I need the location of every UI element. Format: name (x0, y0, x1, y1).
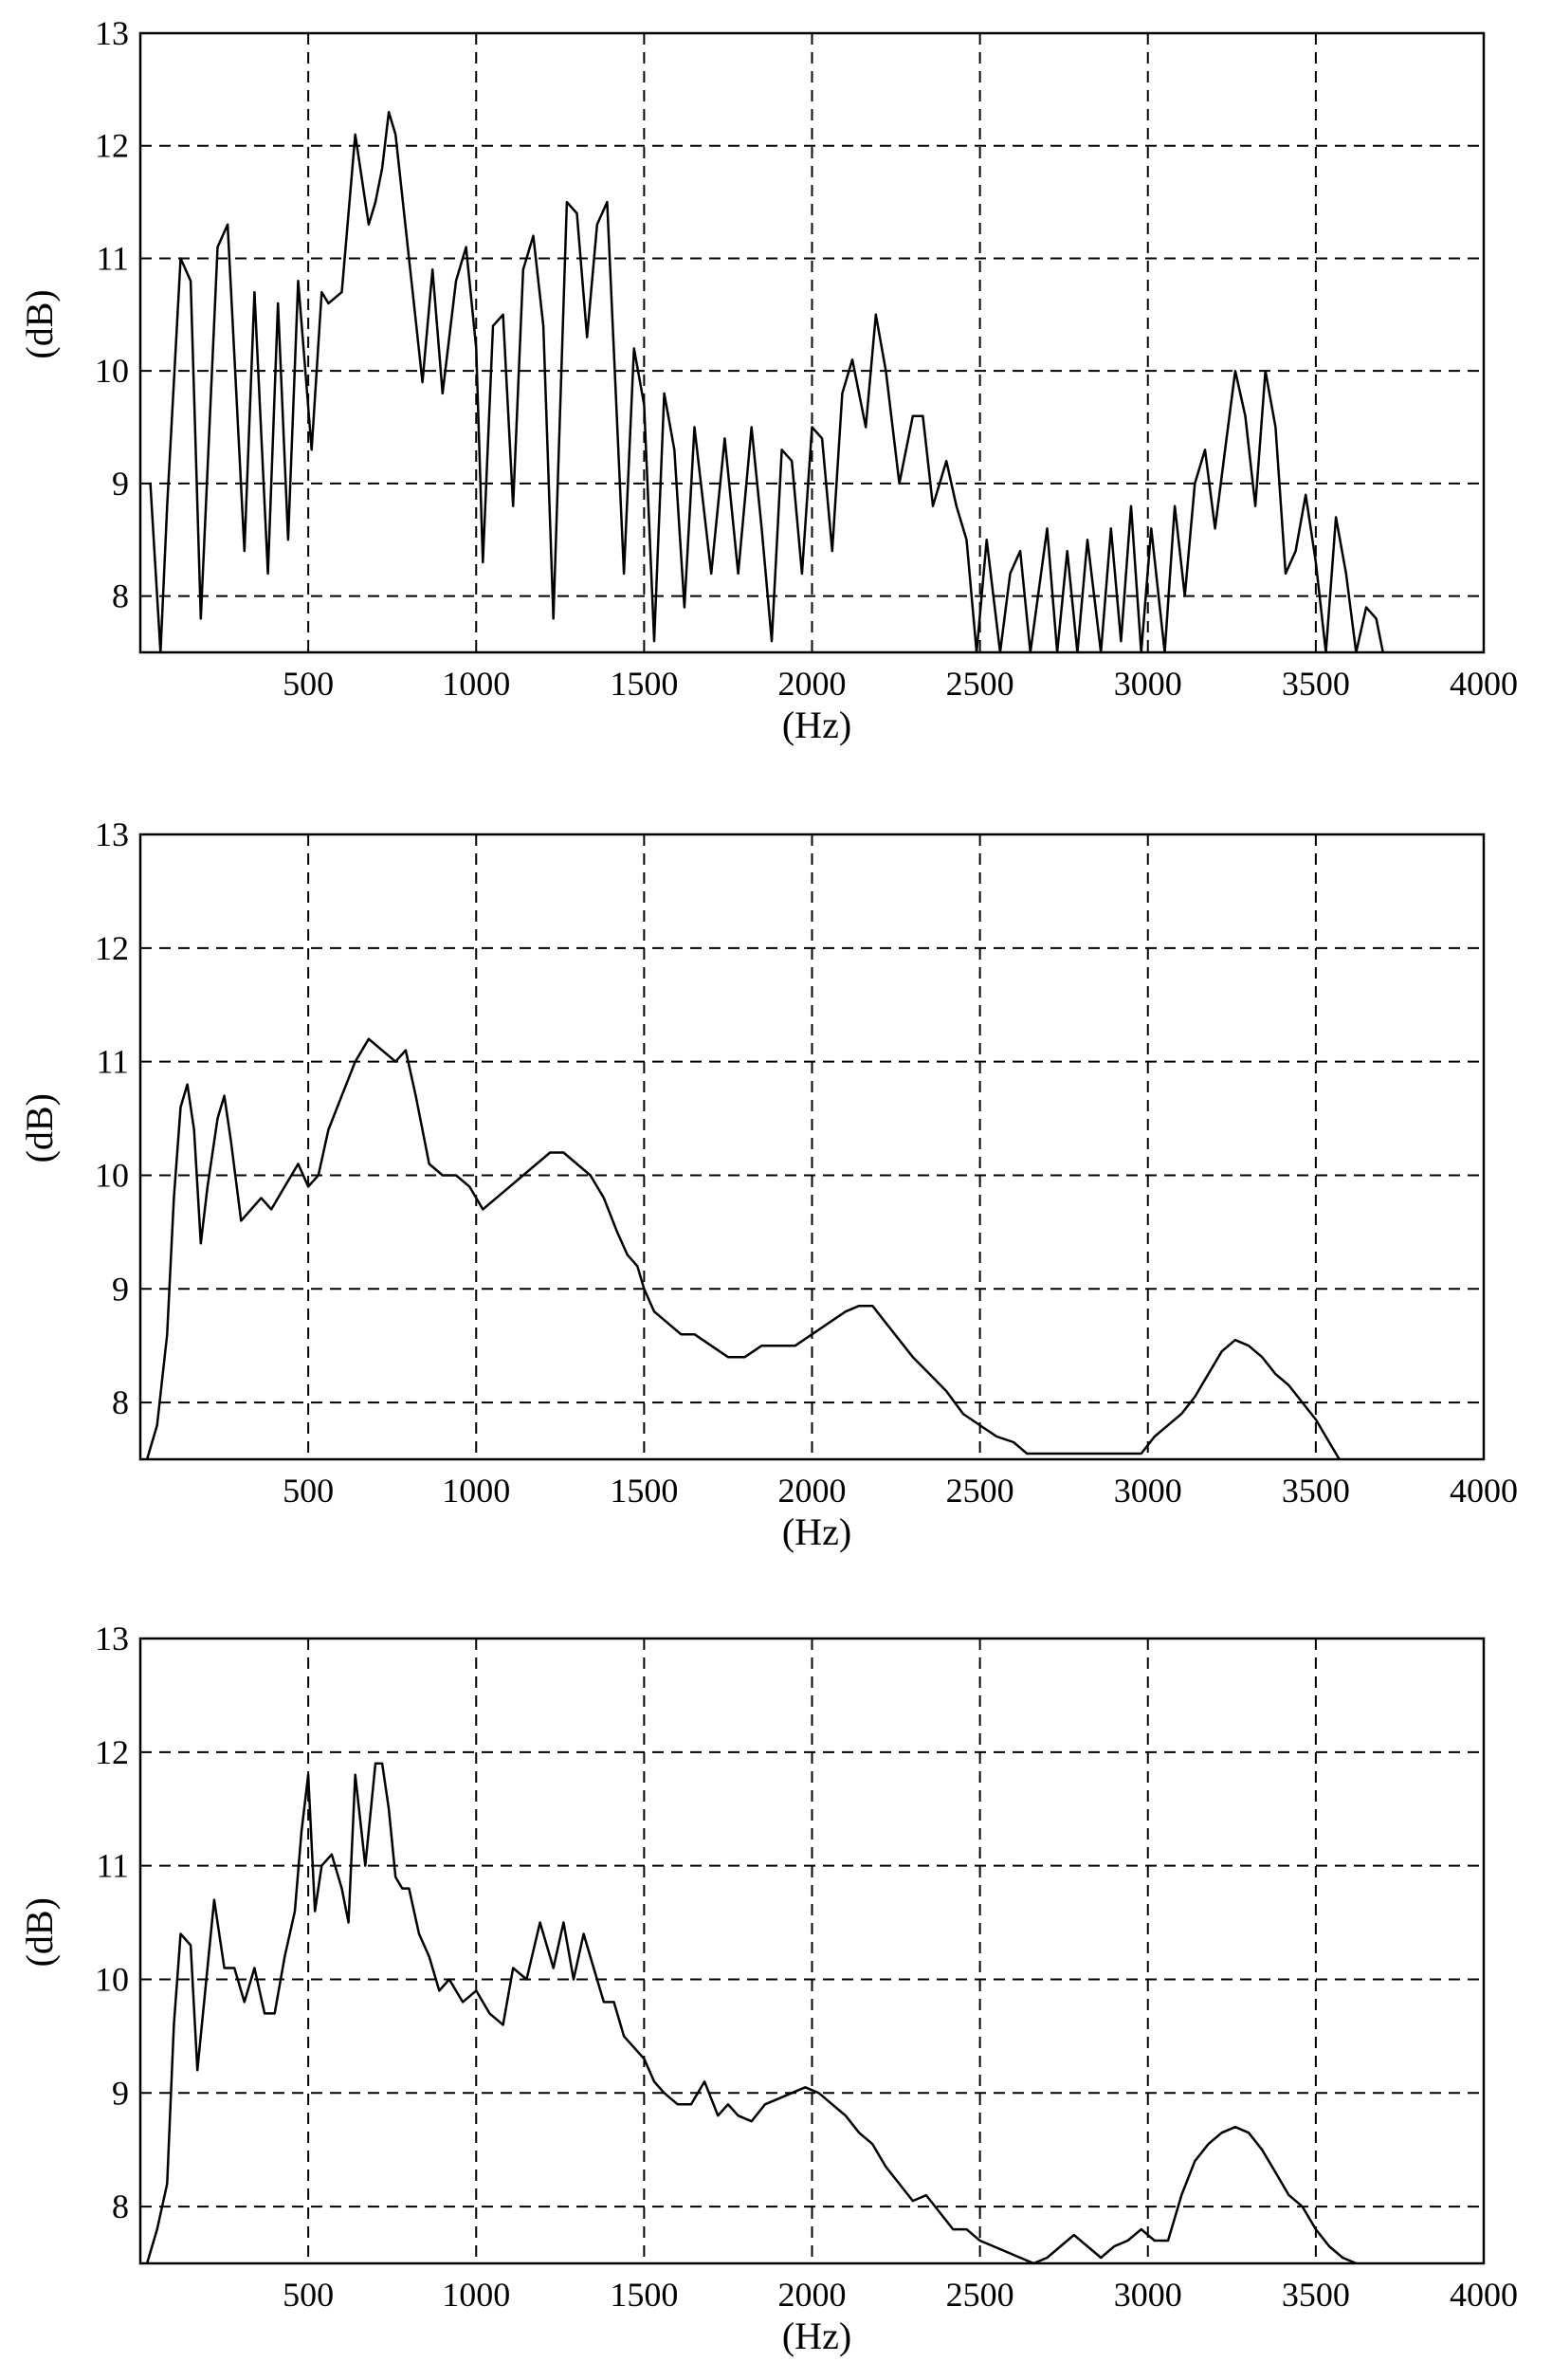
x-tick-label: 2500 (946, 665, 1014, 703)
plot-frame (138, 1637, 1486, 2265)
chart-panel-1: 500 1000 1500 2000 2500 3000 3500 4000 8 9 10 11 12 1… (18, 14, 1518, 746)
x-axis-label: (Hz) (782, 1510, 851, 1553)
x-tick-label: 3500 (1282, 665, 1350, 703)
x-tick-label: 1500 (610, 1472, 678, 1510)
x-tick-label: 1000 (442, 665, 510, 703)
x-tick-label: 2000 (778, 665, 847, 703)
x-axis-label: (Hz) (782, 704, 851, 746)
x-tick-label: 1500 (610, 665, 678, 703)
x-tick-label: 2000 (778, 1472, 847, 1510)
x-axis-label: (Hz) (782, 2315, 851, 2357)
x-tick-label: 500 (283, 1472, 334, 1510)
x-tick-label: 3000 (1114, 2276, 1182, 2314)
y-tick-label: 10 (95, 1156, 129, 1194)
series-line (149, 110, 1384, 654)
x-tick-label: 4000 (1450, 2276, 1518, 2314)
y-tick-label: 12 (95, 929, 129, 967)
series-line (145, 1037, 1341, 1460)
x-tick-label: 1000 (442, 2276, 510, 2314)
x-tick-label: 500 (283, 2276, 334, 2314)
y-tick-label: 10 (95, 352, 129, 390)
x-tick-label: 4000 (1450, 1472, 1518, 1510)
y-tick-label: 13 (95, 1620, 129, 1657)
y-tick-label: 13 (95, 14, 129, 52)
y-tick-label: 10 (95, 1960, 129, 1998)
y-tick-label: 9 (112, 465, 129, 503)
plot-frame (138, 31, 1486, 654)
y-tick-label: 8 (112, 1383, 129, 1421)
x-tick-label: 1500 (610, 2276, 678, 2314)
y-tick-label: 11 (96, 239, 129, 277)
y-tick-label: 13 (95, 815, 129, 853)
y-tick-label: 12 (95, 127, 129, 165)
chart-panel-2: 500 1000 1500 2000 2500 3000 3500 4000 8 9 10 11 12 1… (18, 815, 1518, 1553)
x-tick-label: 500 (283, 665, 334, 703)
y-axis-label: (dB) (18, 1897, 61, 1967)
x-tick-label: 4000 (1450, 665, 1518, 703)
x-tick-label: 3500 (1282, 2276, 1350, 2314)
y-tick-label: 11 (96, 1847, 129, 1885)
y-axis-label: (dB) (18, 289, 61, 358)
x-tick-label: 3000 (1114, 665, 1182, 703)
chart-panel-3: 500 1000 1500 2000 2500 3000 3500 4000 8 9 10 11 12 1… (18, 1620, 1518, 2357)
y-tick-label: 8 (112, 577, 129, 615)
x-tick-label: 2000 (778, 2276, 847, 2314)
y-tick-label: 9 (112, 2074, 129, 2112)
x-tick-label: 2500 (946, 2276, 1014, 2314)
y-tick-label: 11 (96, 1043, 129, 1081)
y-tick-label: 9 (112, 1270, 129, 1308)
x-tick-label: 3000 (1114, 1472, 1182, 1510)
y-tick-label: 8 (112, 2188, 129, 2225)
x-tick-label: 2500 (946, 1472, 1014, 1510)
series-line (145, 1762, 1357, 2265)
x-tick-label: 3500 (1282, 1472, 1350, 1510)
plot-frame (138, 833, 1486, 1461)
x-tick-label: 1000 (442, 1472, 510, 1510)
y-axis-label: (dB) (18, 1093, 61, 1163)
y-tick-label: 12 (95, 1733, 129, 1771)
